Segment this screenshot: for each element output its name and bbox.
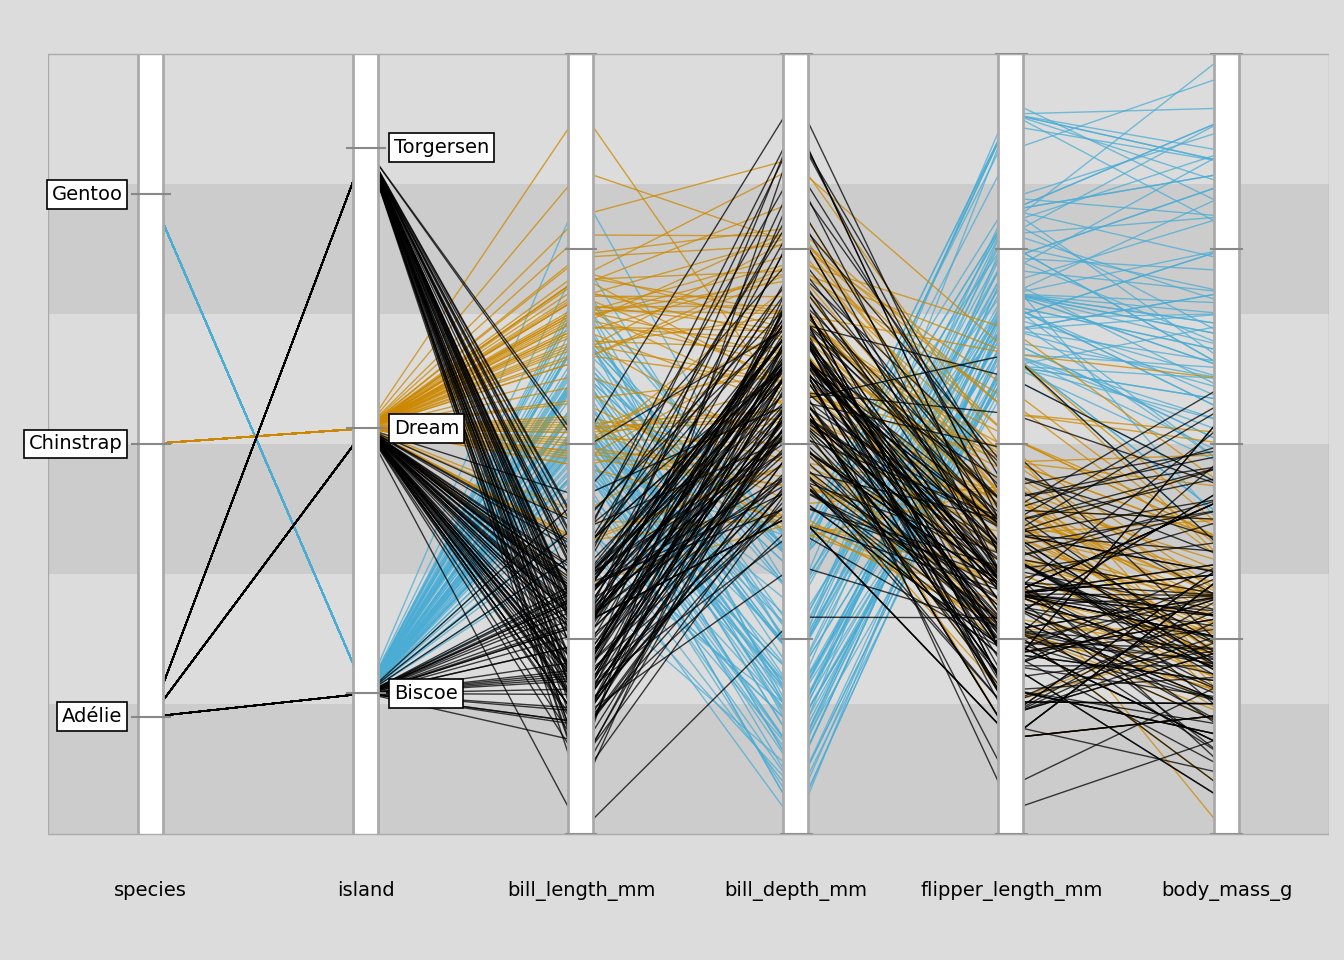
Text: body_mass_g: body_mass_g [1161, 880, 1292, 900]
FancyBboxPatch shape [48, 314, 1329, 444]
FancyBboxPatch shape [48, 574, 1329, 704]
Text: Torgersen: Torgersen [394, 138, 489, 157]
Text: bill_depth_mm: bill_depth_mm [724, 880, 868, 900]
FancyBboxPatch shape [48, 54, 1329, 184]
Text: species: species [114, 880, 187, 900]
Text: island: island [337, 880, 395, 900]
FancyBboxPatch shape [48, 704, 1329, 834]
Text: Chinstrap: Chinstrap [28, 434, 122, 453]
FancyBboxPatch shape [48, 184, 1329, 314]
Text: bill_length_mm: bill_length_mm [507, 880, 656, 900]
Text: flipper_length_mm: flipper_length_mm [921, 880, 1102, 900]
Text: Biscoe: Biscoe [394, 684, 458, 703]
Text: Dream: Dream [394, 419, 460, 438]
Text: Gentoo: Gentoo [51, 185, 122, 204]
Text: Adélie: Adélie [62, 708, 122, 727]
FancyBboxPatch shape [48, 444, 1329, 574]
